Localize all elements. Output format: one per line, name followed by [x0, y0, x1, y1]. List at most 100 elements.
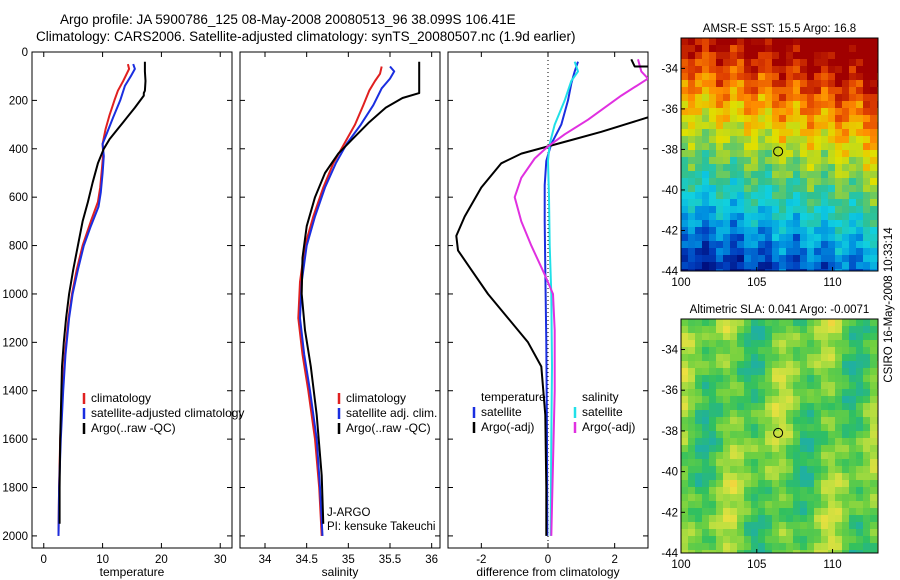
sla-map-cell — [744, 368, 751, 375]
sst-map-cell — [695, 185, 702, 192]
sst-map-cell — [779, 220, 786, 227]
sst-map-cell — [688, 38, 695, 45]
sla-map-cell — [751, 466, 758, 473]
sst-map-cell — [737, 122, 744, 129]
sla-map-cell — [751, 480, 758, 487]
sla-map-cell — [863, 382, 870, 389]
sla-map-cell — [807, 424, 814, 431]
sla-map-cell — [814, 410, 821, 417]
sla-map-cell — [856, 340, 863, 347]
sst-map-cell — [814, 59, 821, 66]
sla-map-xtick-label: 105 — [747, 559, 766, 571]
sla-map-cell — [681, 494, 688, 501]
sla-map-cell — [807, 501, 814, 508]
sla-map-cell — [730, 389, 737, 396]
sla-map-cell — [807, 410, 814, 417]
sla-map-cell — [863, 494, 870, 501]
sla-map-cell — [737, 452, 744, 459]
sst-map-cell — [793, 241, 800, 248]
sst-map-cell — [814, 178, 821, 185]
sla-map-cell — [814, 326, 821, 333]
sst-map-cell — [744, 122, 751, 129]
sst-map-cell — [870, 45, 877, 52]
sst-map-cell — [723, 255, 730, 262]
sla-map-cell — [842, 410, 849, 417]
sst-map-cell — [765, 241, 772, 248]
sst-map-cell — [814, 220, 821, 227]
sst-map-cell — [730, 115, 737, 122]
sla-map-cell — [856, 466, 863, 473]
sst-map-cell — [737, 178, 744, 185]
sst-map-ytick-label: -36 — [661, 104, 678, 116]
sst-map-cell — [702, 220, 709, 227]
sst-map-cell — [835, 213, 842, 220]
sla-map-ytick-label: -38 — [661, 426, 678, 438]
sla-map-cell — [863, 515, 870, 522]
difference-series-temperature-argo-adj- — [455, 116, 648, 536]
sst-map-cell — [779, 136, 786, 143]
sla-map-cell — [772, 501, 779, 508]
sla-map-cell — [723, 501, 730, 508]
sst-map-cell — [758, 213, 765, 220]
sla-map-cell — [681, 459, 688, 466]
sst-map-cell — [842, 80, 849, 87]
sst-map-cell — [870, 269, 877, 271]
sst-map-cell — [723, 199, 730, 206]
sst-map-cell — [849, 143, 856, 150]
sst-map-cell — [772, 66, 779, 73]
sla-map-cell — [688, 396, 695, 403]
sst-map-cell — [828, 115, 835, 122]
sst-map-frame — [680, 37, 879, 272]
sla-map-cell — [793, 396, 800, 403]
sla-map-cell — [835, 361, 842, 368]
sst-map-cell — [688, 241, 695, 248]
sst-map-cell — [744, 199, 751, 206]
sst-map-cell — [744, 115, 751, 122]
sst-map-cell — [723, 115, 730, 122]
sla-map-cell — [842, 424, 849, 431]
sst-map-cell — [856, 108, 863, 115]
sla-map-cell — [695, 515, 702, 522]
sla-map-cell — [779, 403, 786, 410]
sla-map-cell — [842, 543, 849, 550]
sla-map-cell — [863, 550, 870, 553]
sla-map-cell — [842, 480, 849, 487]
sst-map-cell — [758, 129, 765, 136]
sla-map-cell — [765, 389, 772, 396]
sst-map-cell — [758, 178, 765, 185]
sst-map-cell — [786, 94, 793, 101]
sst-map-cell — [751, 185, 758, 192]
sla-map-cell — [863, 424, 870, 431]
sst-map-cell — [828, 66, 835, 73]
sla-map-cell — [772, 522, 779, 529]
sla-map-cell — [835, 487, 842, 494]
sla-map-cell — [772, 508, 779, 515]
sst-map-cell — [786, 185, 793, 192]
sst-map-cell — [793, 143, 800, 150]
sst-map-cell — [702, 192, 709, 199]
sst-map-cell — [751, 192, 758, 199]
figure-title-line1: Argo profile: JA 5900786_125 08-May-2008… — [60, 12, 516, 27]
sla-map-cell — [814, 515, 821, 522]
sla-map-cell — [765, 375, 772, 382]
sst-map-cells — [681, 38, 878, 271]
sst-map-cell — [821, 115, 828, 122]
sla-map-cell — [842, 522, 849, 529]
sla-map-cell — [793, 501, 800, 508]
sla-map-cell — [835, 389, 842, 396]
sla-map-cell — [681, 445, 688, 452]
sla-map-cell — [709, 438, 716, 445]
sla-map-cell — [709, 326, 716, 333]
sst-map-cell — [716, 115, 723, 122]
sst-map-cell — [821, 66, 828, 73]
sst-map-cell — [744, 227, 751, 234]
sla-map-cell — [828, 410, 835, 417]
sst-map-cell — [744, 185, 751, 192]
sla-map-cell — [744, 410, 751, 417]
sst-map-cell — [737, 94, 744, 101]
sla-map-cell — [737, 459, 744, 466]
sst-map-cell — [737, 73, 744, 80]
sla-map-cell — [772, 543, 779, 550]
sla-map-cell — [786, 326, 793, 333]
sst-map-cell — [716, 45, 723, 52]
